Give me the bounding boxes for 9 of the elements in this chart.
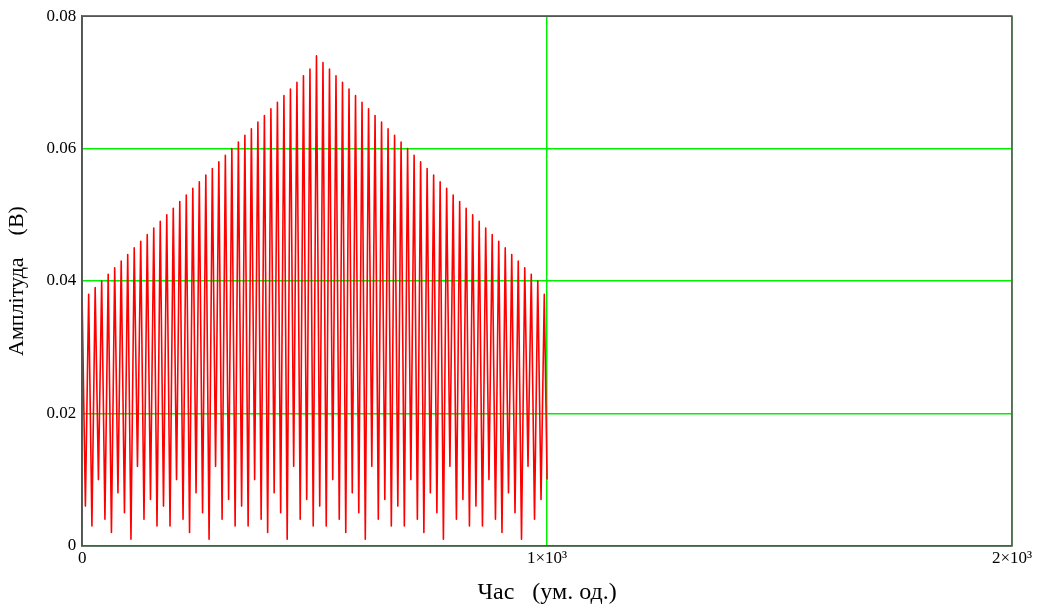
y-tick-label: 0.08 — [46, 5, 77, 25]
y-axis-title: Амплітуда (В) — [2, 206, 28, 356]
x-tick-label: 2×10³ — [991, 548, 1033, 568]
x-axis-title: Час (ум. од.) — [477, 577, 617, 604]
y-tick-label: 0.06 — [46, 138, 77, 158]
y-tick-label: 0 — [67, 535, 77, 555]
x-tick-label: 1×10³ — [526, 548, 568, 568]
y-tick-label: 0.04 — [46, 270, 77, 290]
y-tick-label: 0.02 — [46, 402, 77, 422]
